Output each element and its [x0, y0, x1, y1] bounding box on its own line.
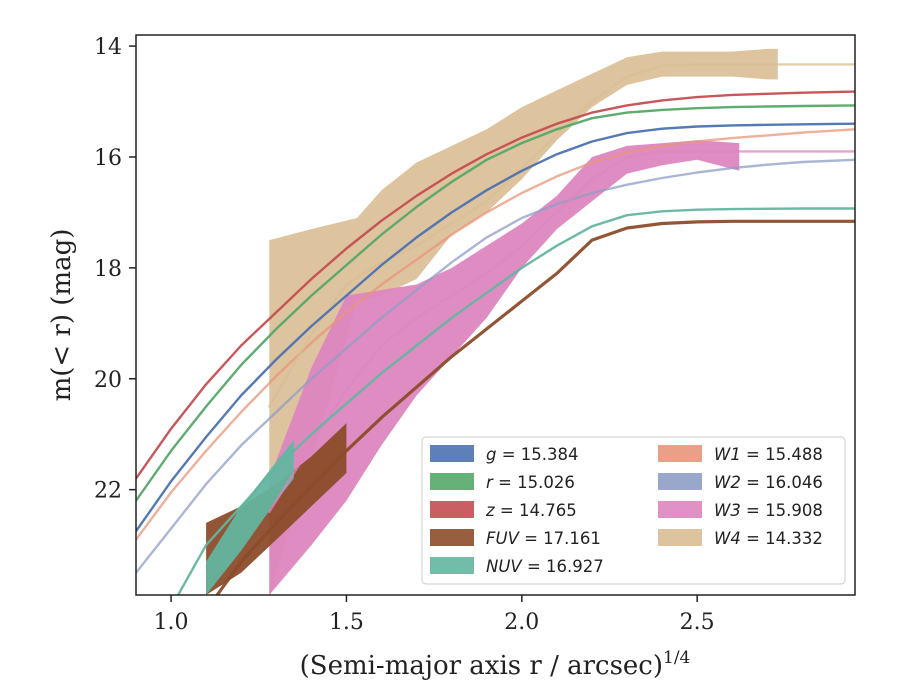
- series-line-nuv: [176, 207, 855, 595]
- legend-label-w4: W4 = 14.332: [714, 529, 823, 548]
- legend-label-r: r = 15.026: [486, 473, 575, 492]
- legend-label-nuv: NUV = 16.927: [486, 557, 604, 576]
- x-axis-label: (Semi-major axis r / arcsec)1/4: [300, 648, 691, 681]
- x-tick-label: 2.5: [680, 610, 715, 635]
- plot-frame: [135, 34, 856, 596]
- y-axis-label: m(< r) (mag): [47, 229, 77, 402]
- y-tick-label: 18: [94, 257, 122, 282]
- series-line-w2: [136, 158, 855, 574]
- series-line-w4: [268, 63, 855, 408]
- band-nuv: [206, 439, 294, 595]
- x-tick-label: 2.0: [504, 610, 539, 635]
- legend-label-g: g = 15.384: [486, 445, 579, 464]
- axis-ticks: 1.0 1.5 2.0 2.5 14 16 18 20 22: [94, 35, 715, 635]
- legend-label-w3: W3 = 15.908: [714, 501, 823, 520]
- legend-label-w1: W1 = 15.488: [714, 445, 823, 464]
- plot-area: [136, 48, 855, 595]
- legend-label-w2: W2 = 16.046: [714, 473, 823, 492]
- x-tick-label: 1.0: [154, 610, 189, 635]
- y-tick-label: 20: [94, 368, 122, 393]
- legend-label-z: z = 14.765: [485, 501, 577, 520]
- legend: g = 15.384 r = 15.026 z = 14.765 FUV = 17.1…: [421, 436, 846, 585]
- y-tick-label: 14: [94, 35, 122, 60]
- legend-swatch-w2: [658, 473, 702, 490]
- legend-swatch-fuv: [430, 529, 474, 546]
- legend-swatch-r: [430, 473, 474, 490]
- legend-swatch-z: [430, 501, 474, 518]
- series-line-g: [136, 122, 855, 533]
- band-w4: [269, 48, 778, 595]
- legend-label-fuv: FUV = 17.161: [486, 529, 601, 548]
- legend-box: [421, 436, 846, 585]
- legend-swatch-w1: [658, 445, 702, 462]
- legend-swatch-g: [430, 445, 474, 462]
- band-fuv: [206, 423, 347, 595]
- series-line-z: [136, 90, 855, 480]
- x-tick-label: 1.5: [329, 610, 364, 635]
- series-line-fuv: [215, 219, 855, 595]
- series-line-w3: [268, 150, 855, 513]
- y-tick-label: 16: [94, 146, 122, 171]
- series-line-r: [136, 104, 855, 502]
- legend-swatch-w3: [658, 501, 702, 518]
- y-tick-label: 22: [94, 479, 122, 504]
- series-line-w1: [136, 128, 855, 541]
- legend-swatch-w4: [658, 529, 702, 546]
- legend-swatch-nuv: [430, 557, 474, 574]
